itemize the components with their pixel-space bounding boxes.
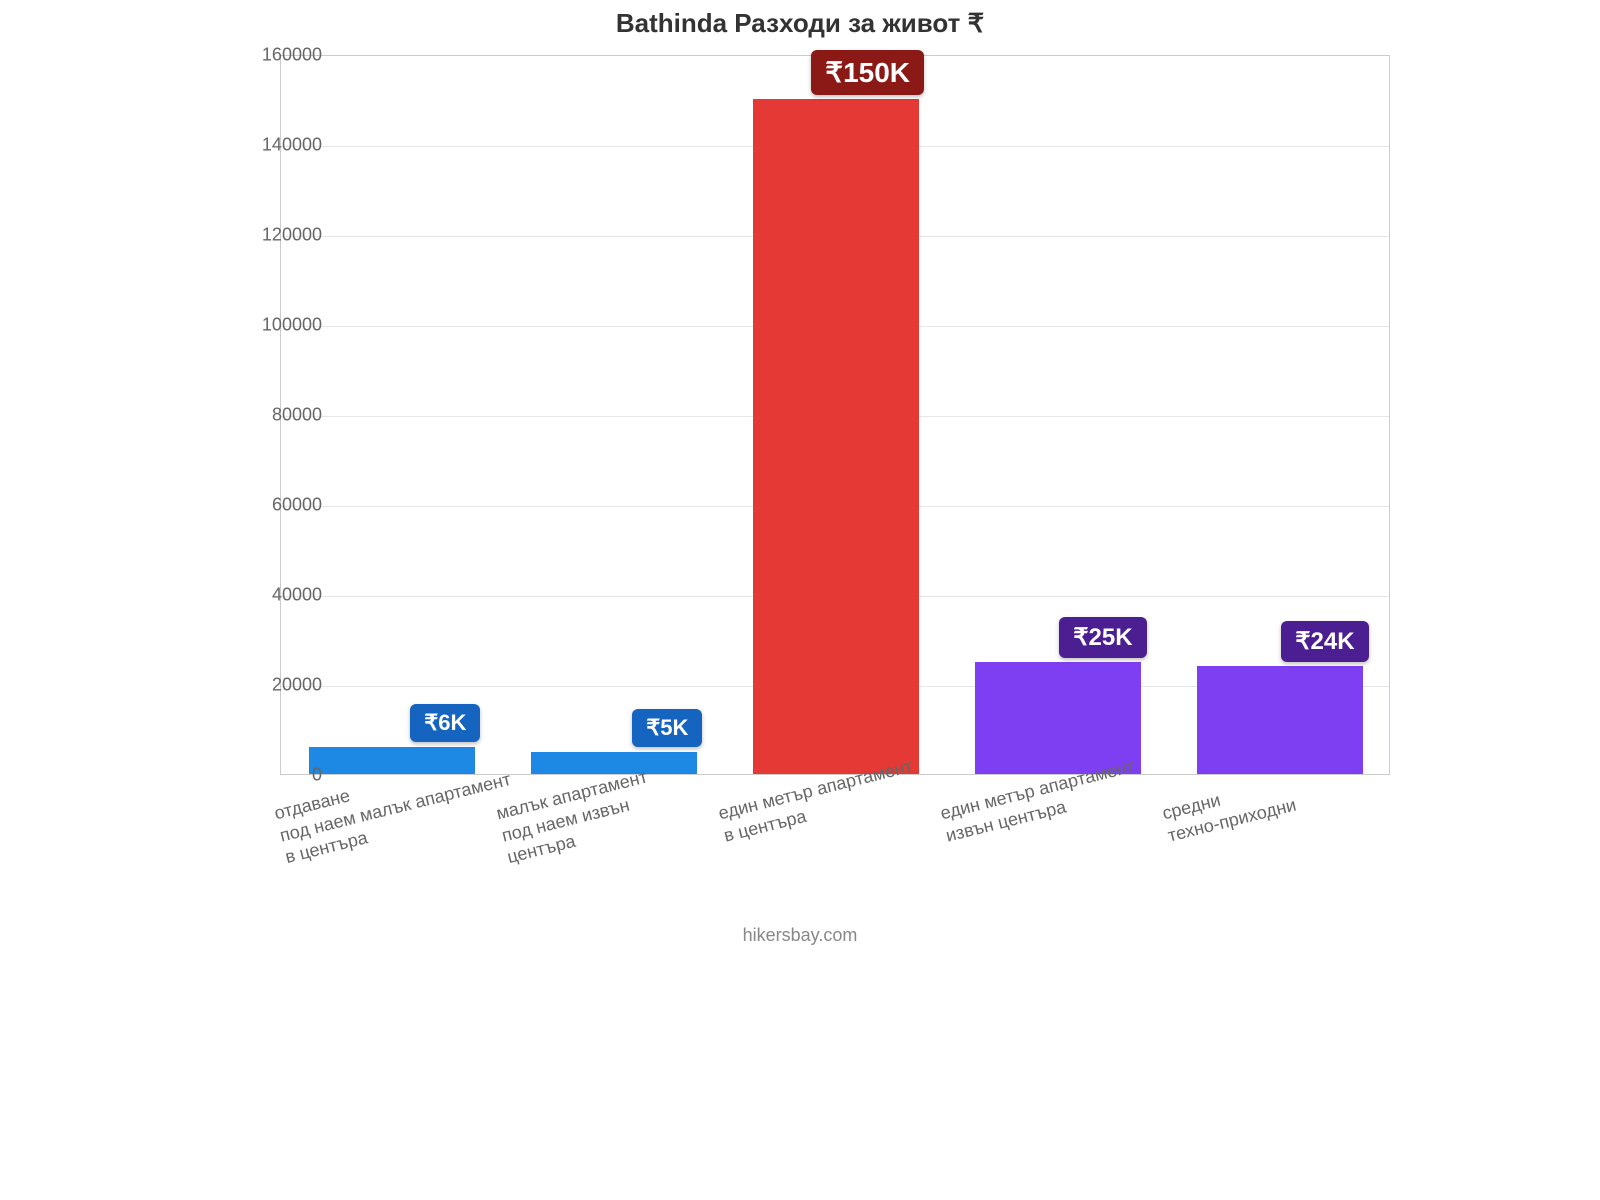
chart-footer: hikersbay.com bbox=[160, 925, 1440, 946]
plot-area bbox=[280, 55, 1390, 775]
value-badge: ₹150K bbox=[811, 50, 924, 95]
bar bbox=[753, 99, 920, 774]
value-badge: ₹6K bbox=[410, 704, 480, 742]
value-badge: ₹25K bbox=[1059, 617, 1146, 658]
bar bbox=[1197, 666, 1364, 774]
bar bbox=[531, 752, 698, 775]
y-tick-label: 0 bbox=[222, 765, 322, 786]
y-tick-label: 140000 bbox=[222, 135, 322, 156]
value-badge: ₹24K bbox=[1281, 621, 1368, 662]
x-axis-label: средни техно-приходни bbox=[1160, 771, 1298, 846]
bar bbox=[975, 662, 1142, 775]
chart-container: Bathinda Разходи за живот ₹ hikersbay.co… bbox=[160, 0, 1440, 960]
y-tick-label: 100000 bbox=[222, 315, 322, 336]
value-badge: ₹5K bbox=[632, 709, 702, 747]
y-tick-label: 160000 bbox=[222, 45, 322, 66]
x-axis-label: малък апартамент под наем извън центъра bbox=[494, 765, 661, 868]
y-tick-label: 20000 bbox=[222, 675, 322, 696]
y-tick-label: 40000 bbox=[222, 585, 322, 606]
y-tick-label: 120000 bbox=[222, 225, 322, 246]
y-tick-label: 80000 bbox=[222, 405, 322, 426]
chart-title: Bathinda Разходи за живот ₹ bbox=[160, 8, 1440, 39]
y-tick-label: 60000 bbox=[222, 495, 322, 516]
